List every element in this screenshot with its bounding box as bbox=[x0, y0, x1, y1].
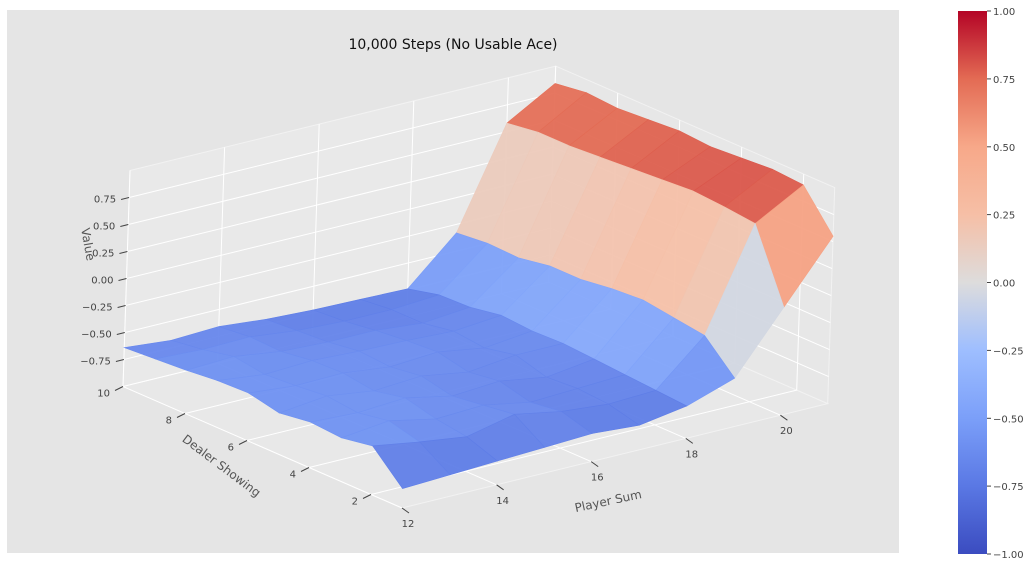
y-tick-label: 4 bbox=[290, 470, 296, 481]
z-tick-label: 0.25 bbox=[92, 249, 114, 260]
x-tick-mark bbox=[685, 437, 694, 444]
x-tick-label: 14 bbox=[496, 496, 509, 507]
z-tick-label: −0.25 bbox=[82, 303, 113, 314]
chart-title: 10,000 Steps (No Usable Ace) bbox=[348, 37, 557, 53]
y-tick-mark bbox=[362, 494, 372, 499]
z-tick-label: −0.75 bbox=[80, 357, 111, 368]
x-tick-label: 16 bbox=[591, 473, 604, 484]
colorbar-tick-label: −1.00 bbox=[993, 550, 1024, 561]
z-tick-mark bbox=[116, 332, 125, 335]
x-tick-label: 18 bbox=[685, 449, 698, 460]
y-tick-label: 6 bbox=[228, 443, 234, 454]
z-tick-label: −0.50 bbox=[81, 330, 112, 341]
colorbar-ticks: 1.00 0.75 0.50 0.25 0.00 −0.25 −0.50 −0.75 −1.00 bbox=[987, 7, 1024, 561]
colorbar-tick-label: −0.50 bbox=[993, 414, 1024, 425]
colorbar-tick-label: −0.75 bbox=[993, 482, 1024, 493]
colorbar-tick-label: 0.00 bbox=[993, 279, 1015, 290]
surface-facet bbox=[372, 441, 451, 489]
y-tick-mark bbox=[114, 386, 124, 391]
x-tick-label: 20 bbox=[780, 426, 793, 437]
z-tick-label: 0.75 bbox=[94, 195, 116, 206]
z-tick-mark bbox=[118, 278, 127, 281]
x-tick-mark bbox=[496, 484, 504, 491]
x-tick-mark bbox=[590, 461, 599, 468]
z-tick-mark bbox=[117, 305, 126, 308]
colorbar-tick-label: 0.75 bbox=[993, 75, 1015, 86]
colorbar-tick-label: −0.25 bbox=[993, 346, 1024, 357]
z-tick-mark bbox=[120, 197, 130, 200]
surface-mesh bbox=[123, 83, 834, 489]
colorbar-tick-label: 1.00 bbox=[993, 7, 1015, 18]
z-tick-mark bbox=[115, 359, 125, 362]
z-tick-mark bbox=[120, 224, 129, 227]
colorbar-tick-label: 0.25 bbox=[993, 211, 1015, 222]
colorbar bbox=[958, 11, 987, 554]
y-tick-mark bbox=[238, 440, 248, 445]
z-axis-label: Value bbox=[78, 227, 98, 262]
x-tick-label: 12 bbox=[402, 519, 415, 530]
y-tick-label: 8 bbox=[166, 416, 172, 427]
y-tick-mark bbox=[176, 413, 186, 418]
z-tick-label: 0.50 bbox=[93, 222, 115, 233]
axis-ticks: −0.75 −0.50 −0.25 0.00 0.25 0.50 0.75 2 4 6 8 10 12 1… bbox=[80, 195, 793, 531]
y-tick-mark bbox=[300, 467, 310, 472]
colorbar-tick-label: 0.50 bbox=[993, 143, 1015, 154]
z-tick-label: 0.00 bbox=[91, 276, 113, 287]
z-tick-mark bbox=[119, 251, 128, 254]
x-tick-mark bbox=[401, 507, 410, 514]
x-tick-mark bbox=[780, 414, 788, 421]
y-tick-label: 2 bbox=[352, 497, 358, 508]
y-tick-label: 10 bbox=[97, 389, 110, 400]
